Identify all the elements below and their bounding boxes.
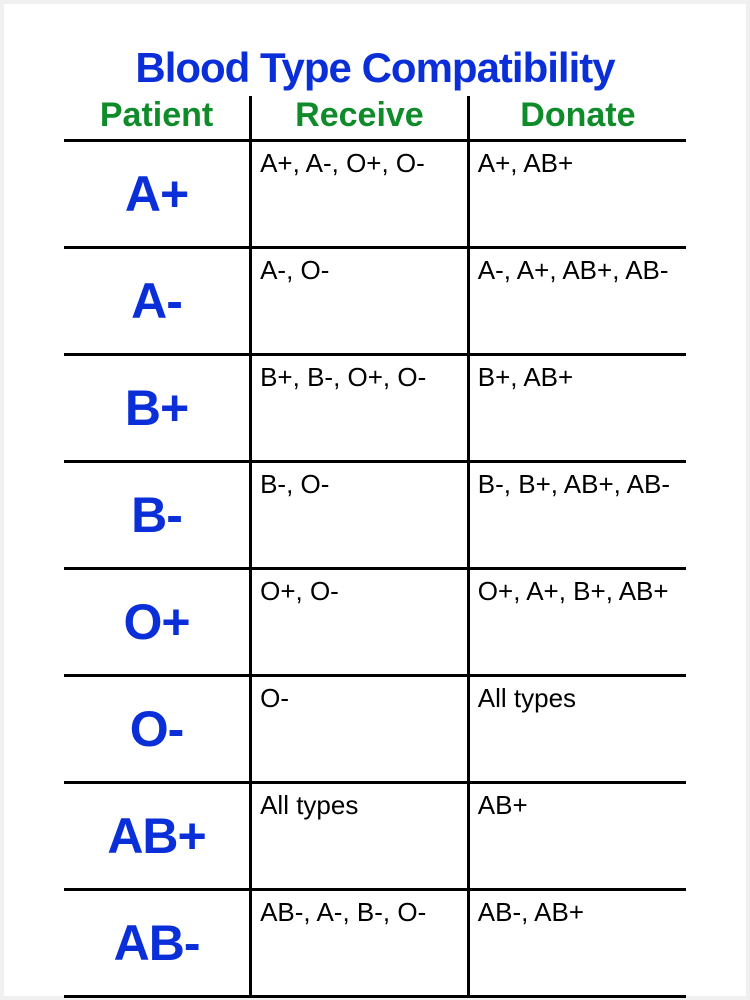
table-row: B- B-, O- B-, B+, AB+, AB- [64, 462, 686, 569]
table-row: AB- AB-, A-, B-, O- AB-, AB+ [64, 890, 686, 997]
page: Blood Type Compatibility Patient Receive… [0, 0, 750, 1000]
table-row: O- O- All types [64, 676, 686, 783]
cell-receive: AB-, A-, B-, O- [251, 890, 469, 997]
cell-receive: B-, O- [251, 462, 469, 569]
col-header-receive: Receive [251, 96, 469, 141]
col-header-patient: Patient [64, 96, 251, 141]
cell-receive: A+, A-, O+, O- [251, 141, 469, 248]
col-header-donate: Donate [468, 96, 686, 141]
table-row: AB+ All types AB+ [64, 783, 686, 890]
cell-donate: A+, AB+ [468, 141, 686, 248]
cell-patient: O+ [64, 569, 251, 676]
cell-patient: A- [64, 248, 251, 355]
cell-patient: B+ [64, 355, 251, 462]
cell-patient: O- [64, 676, 251, 783]
cell-patient: AB+ [64, 783, 251, 890]
cell-patient: A+ [64, 141, 251, 248]
cell-donate: AB+ [468, 783, 686, 890]
cell-receive: O- [251, 676, 469, 783]
compatibility-table: Patient Receive Donate A+ A+, A-, O+, O-… [64, 96, 686, 998]
cell-receive: O+, O- [251, 569, 469, 676]
page-title: Blood Type Compatibility [64, 44, 686, 92]
cell-donate: AB-, AB+ [468, 890, 686, 997]
cell-patient: B- [64, 462, 251, 569]
cell-receive: A-, O- [251, 248, 469, 355]
cell-receive: B+, B-, O+, O- [251, 355, 469, 462]
table-row: B+ B+, B-, O+, O- B+, AB+ [64, 355, 686, 462]
cell-donate: A-, A+, AB+, AB- [468, 248, 686, 355]
table-header-row: Patient Receive Donate [64, 96, 686, 141]
cell-donate: O+, A+, B+, AB+ [468, 569, 686, 676]
table-row: A- A-, O- A-, A+, AB+, AB- [64, 248, 686, 355]
table-row: A+ A+, A-, O+, O- A+, AB+ [64, 141, 686, 248]
cell-patient: AB- [64, 890, 251, 997]
cell-donate: B-, B+, AB+, AB- [468, 462, 686, 569]
cell-donate: All types [468, 676, 686, 783]
cell-donate: B+, AB+ [468, 355, 686, 462]
cell-receive: All types [251, 783, 469, 890]
table-row: O+ O+, O- O+, A+, B+, AB+ [64, 569, 686, 676]
